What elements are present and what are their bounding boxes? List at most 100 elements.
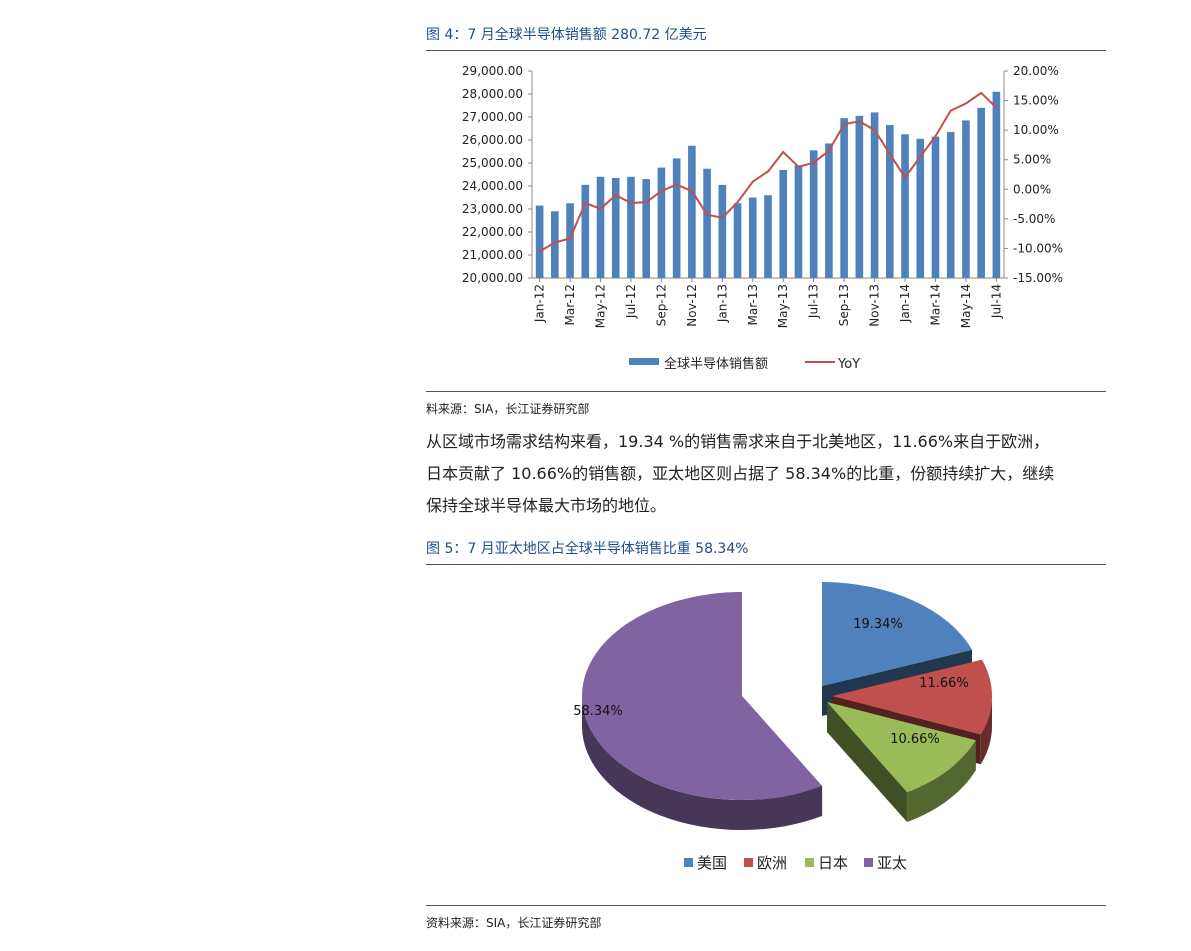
pie-data-label: 58.34% (573, 704, 623, 719)
bar (672, 158, 681, 278)
legend-label-bar: 全球半导体销售额 (664, 356, 768, 372)
bar (886, 125, 894, 278)
combo-line (539, 91, 998, 253)
figure2-source: 资料来源：SIA，长江证券研究部 (426, 916, 602, 930)
bar (840, 118, 848, 279)
legend-swatch (744, 858, 753, 867)
combo-legend: 全球半导体销售额 YoY (629, 356, 860, 372)
paragraph-line-1: 从区域市场需求结构来看，19.34 %的销售需求来自于北美地区，11.66%来自… (426, 432, 1050, 451)
pie-slice (832, 659, 992, 735)
bar (551, 211, 559, 278)
figure1-top-rule (426, 50, 1106, 51)
bar (946, 131, 955, 278)
bar (642, 179, 650, 278)
bar (901, 134, 909, 278)
bar (718, 184, 727, 278)
figure1-source: 料来源：SIA，长江证券研究部 (426, 402, 590, 416)
x-tick-label: Jan-14 (898, 284, 912, 323)
x-tick-label: Jul-12 (624, 284, 638, 319)
pie-data-label: 19.34% (853, 617, 903, 632)
bar (611, 177, 620, 278)
x-tick-label: May-14 (959, 284, 973, 328)
figure2-top-rule (426, 564, 1106, 565)
yoy-line (539, 91, 998, 253)
bar (825, 143, 833, 278)
x-tick-label: Mar-12 (563, 284, 577, 325)
y-tick-label: 26,000.00 (462, 133, 523, 147)
pie-slice (822, 582, 972, 686)
bar (627, 176, 635, 278)
y2-tick-label: 20.00% (1013, 64, 1059, 78)
pie-labels: 19.34% 11.66% 10.66% 58.34% (573, 617, 969, 747)
pie-side (582, 696, 823, 830)
pie-data-label: 10.66% (890, 732, 940, 747)
pie-legend: 美国 欧洲 日本 亚太 (684, 854, 907, 872)
bar (992, 91, 1001, 278)
legend-swatch-bar (629, 358, 659, 365)
pie-chart: 19.34% 11.66% 10.66% 58.34% 美国 欧洲 日本 亚太 (573, 582, 992, 872)
pie-slices (582, 582, 992, 830)
bar (977, 107, 985, 278)
combo-x-ticks: Jan-12 Mar-12 May-12 Jul-12 Sep-12 Nov-12 Jan-… (533, 284, 1004, 328)
pie-data-label: 11.66% (919, 676, 969, 691)
x-tick-label: Nov-13 (868, 284, 882, 327)
figure2-bottom-rule (426, 905, 1106, 906)
bar (748, 197, 757, 278)
x-tick-label: Nov-12 (685, 284, 699, 327)
y-tick-label: 23,000.00 (462, 202, 523, 216)
combo-y2-ticks: 20.00% 15.00% 10.00% 5.00% 0.00% -5.00% -10.00… (1013, 64, 1063, 285)
x-tick-label: Sep-12 (654, 284, 668, 326)
x-tick-label: Jan-13 (715, 284, 729, 323)
y-tick-label: 21,000.00 (462, 248, 523, 262)
x-tick-label: Jul-14 (989, 284, 1003, 319)
y-tick-label: 27,000.00 (462, 110, 523, 124)
x-tick-label: May-12 (594, 284, 608, 328)
legend-label: 亚太 (877, 854, 907, 872)
bar (688, 145, 696, 278)
bar (855, 115, 864, 278)
y2-tick-label: -15.00% (1013, 271, 1063, 285)
bar (779, 169, 788, 278)
y-tick-label: 25,000.00 (462, 156, 523, 170)
bar (703, 168, 711, 278)
y2-tick-label: 5.00% (1013, 153, 1051, 167)
figure1-bottom-rule (426, 391, 1106, 392)
legend-label: 日本 (818, 854, 848, 872)
bar (596, 176, 605, 278)
y-tick-label: 24,000.00 (462, 179, 523, 193)
x-tick-label: May-13 (776, 284, 790, 328)
x-tick-label: Mar-13 (746, 284, 760, 325)
y2-tick-label: -10.00% (1013, 241, 1063, 255)
x-tick-label: Mar-14 (928, 284, 942, 325)
pie-side (907, 740, 976, 823)
bar (733, 203, 742, 278)
x-tick-label: Jul-13 (807, 284, 821, 319)
legend-swatch (864, 858, 873, 867)
combo-y-ticks: 29,000.00 28,000.00 27,000.00 26,000.00 25,0… (462, 64, 523, 285)
bar (566, 203, 574, 278)
figure1-title: 图 4：7 月全球半导体销售额 280.72 亿美元 (426, 27, 707, 43)
paragraph-line-3: 保持全球半导体最大市场的地位。 (426, 496, 667, 515)
bar (764, 195, 772, 278)
y2-tick-label: -5.00% (1013, 212, 1055, 226)
y2-tick-label: 10.00% (1013, 123, 1059, 137)
y-tick-label: 28,000.00 (462, 87, 523, 101)
body-paragraph: 从区域市场需求结构来看，19.34 %的销售需求来自于北美地区，11.66%来自… (426, 426, 1116, 522)
pie-slice (827, 702, 976, 793)
y2-tick-label: 0.00% (1013, 182, 1051, 196)
pie-side (980, 696, 992, 765)
bar (916, 138, 925, 278)
pie-wall (827, 702, 908, 823)
combo-bars (535, 91, 1001, 279)
y-tick-label: 22,000.00 (462, 225, 523, 239)
y-tick-label: 29,000.00 (462, 64, 523, 78)
figure2-title: 图 5：7 月亚太地区占全球半导体销售比重 58.34% (426, 541, 749, 557)
bar (870, 112, 879, 279)
bar (931, 136, 940, 278)
bar (962, 120, 970, 278)
paragraph-line-2: 日本贡献了 10.66%的销售额，亚太地区则占据了 58.34%的比重，份额持续… (426, 464, 1055, 483)
x-tick-label: Jan-12 (533, 284, 547, 323)
x-tick-label: Sep-13 (837, 284, 851, 326)
bar (809, 150, 818, 278)
bar (535, 205, 544, 278)
